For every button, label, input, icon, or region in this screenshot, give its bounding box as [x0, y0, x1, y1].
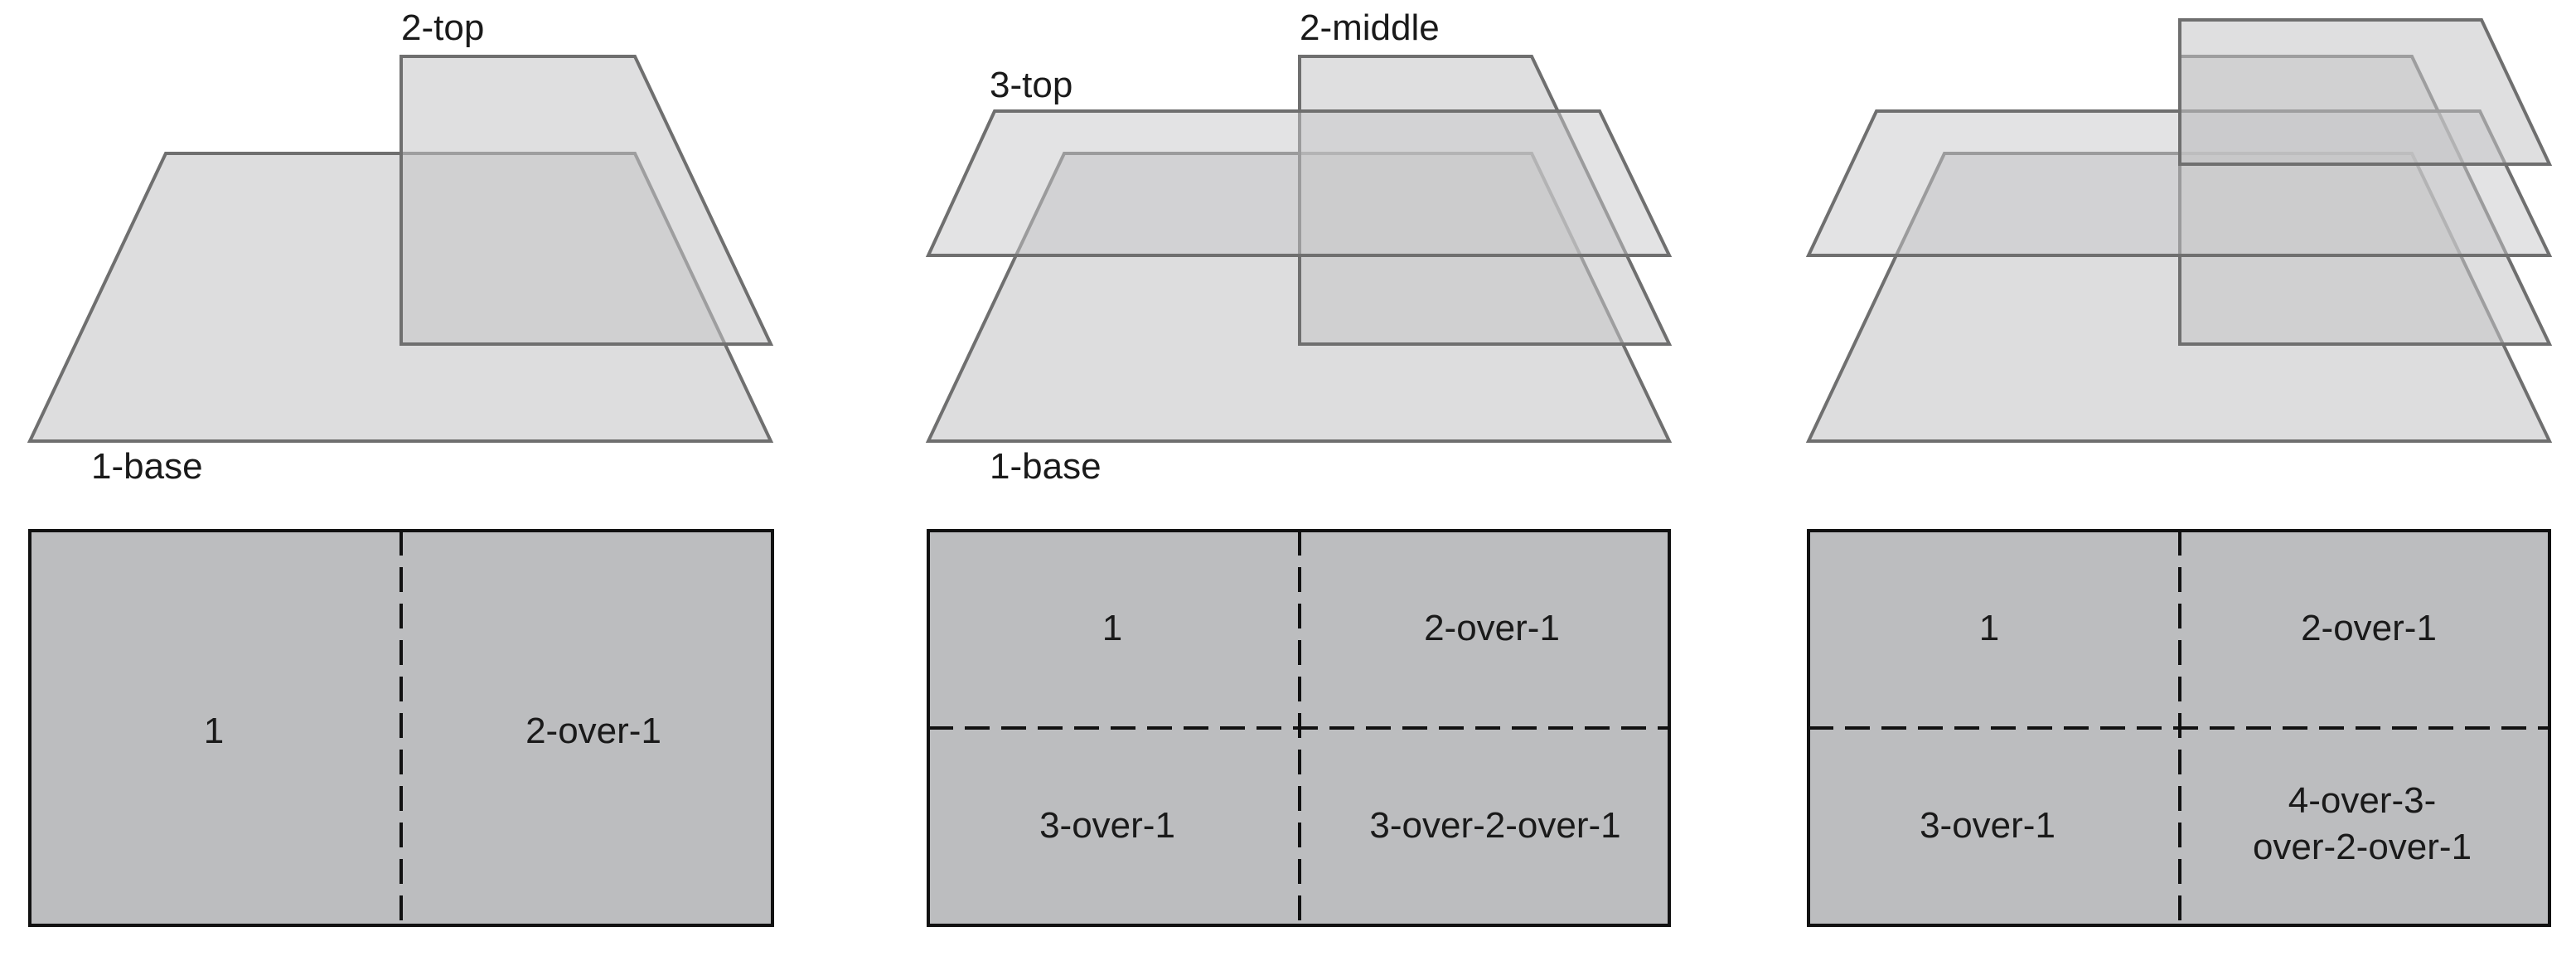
panel-3-cell-2: 2-over-1 — [2301, 608, 2437, 648]
panel-2-cell-2: 2-over-1 — [1424, 608, 1560, 648]
panel-1-result-grid: 1 2-over-1 — [28, 529, 774, 927]
panel-2-middle-label: 2-middle — [1300, 7, 1440, 48]
panel-3-cell-1: 1 — [1979, 608, 1999, 648]
panel-1-stack: 2-top 1-base — [27, 7, 774, 487]
panel-1-cell-2: 2-over-1 — [525, 711, 661, 751]
panel-2-stack: 2-middle 3-top 1-base — [925, 7, 1673, 487]
panel-3-result-grid: 1 2-over-1 3-over-1 4-over-3- over-2-ove… — [1807, 529, 2551, 927]
panel-3-cell-4-line-2: over-2-over-1 — [2253, 827, 2472, 867]
panel-2-cell-1: 1 — [1102, 608, 1122, 648]
panel-3-stack — [1805, 18, 2553, 443]
panel-1-top-plane — [399, 55, 774, 346]
panel-2-top-label: 3-top — [990, 65, 1073, 105]
panel-3-top-plane — [2178, 18, 2553, 166]
panel-3-cell-4-line-1: 4-over-3- — [2288, 780, 2437, 821]
panel-2-result-grid: 1 2-over-1 3-over-1 3-over-2-over-1 — [927, 529, 1671, 927]
panel-2-cell-3: 3-over-1 — [1039, 805, 1175, 846]
panel-2-top-plane — [925, 109, 1673, 257]
panel-3-cell-3: 3-over-1 — [1920, 805, 2055, 846]
panel-1-cell-1: 1 — [204, 711, 224, 751]
panel-1-top-label: 2-top — [401, 7, 484, 48]
panel-1-base-label: 1-base — [91, 446, 203, 487]
panel-2-cell-4: 3-over-2-over-1 — [1369, 805, 1620, 846]
panel-2-base-label: 1-base — [990, 446, 1102, 487]
